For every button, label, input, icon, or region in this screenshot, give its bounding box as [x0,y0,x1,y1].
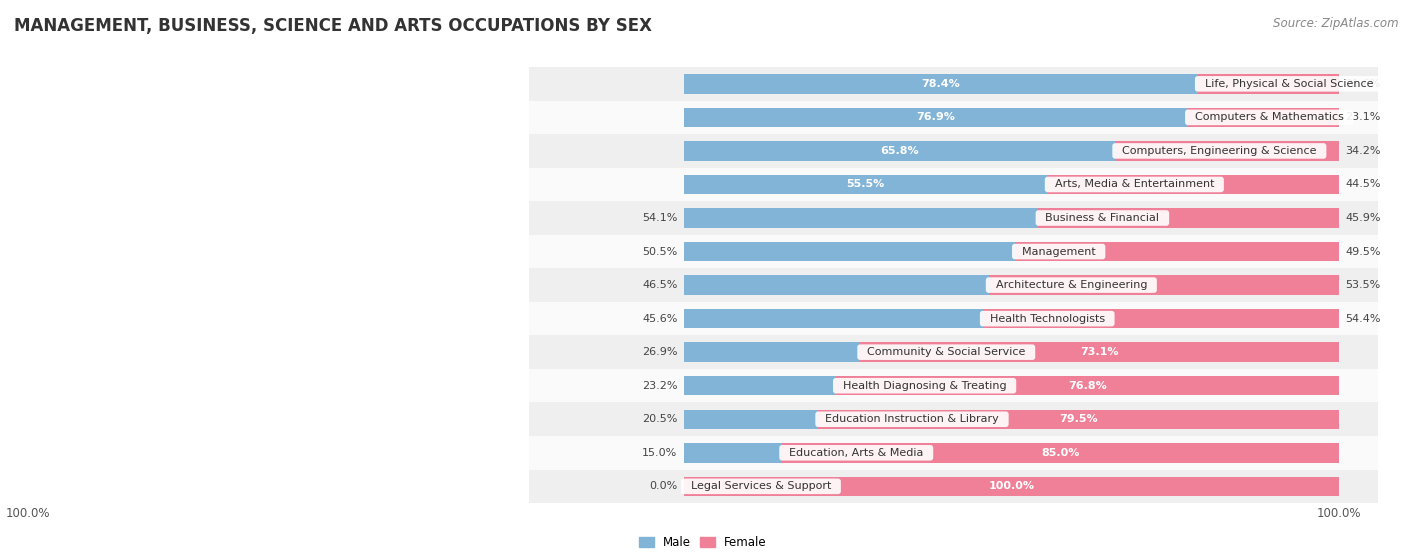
Bar [683,74,1198,93]
Bar [683,410,818,429]
Text: Architecture & Engineering: Architecture & Engineering [988,280,1154,290]
Text: 78.4%: 78.4% [921,79,960,89]
Bar [530,235,1378,268]
Text: 55.5%: 55.5% [846,179,884,190]
Text: Arts, Media & Entertainment: Arts, Media & Entertainment [1047,179,1220,190]
Text: Computers & Mathematics: Computers & Mathematics [1188,112,1351,122]
Text: 79.5%: 79.5% [1059,414,1098,424]
Text: 34.2%: 34.2% [1346,146,1381,156]
Bar [683,108,1188,127]
Bar [1039,209,1340,228]
Text: Life, Physical & Social Science: Life, Physical & Social Science [1198,79,1381,89]
Bar [1015,242,1340,261]
Text: 46.5%: 46.5% [643,280,678,290]
Bar [683,276,988,295]
Text: Management: Management [1015,247,1102,257]
Text: 23.1%: 23.1% [1346,112,1381,122]
Text: 54.1%: 54.1% [643,213,678,223]
Text: 73.1%: 73.1% [1080,347,1119,357]
Bar [683,309,983,328]
Bar [683,141,1115,160]
Text: Source: ZipAtlas.com: Source: ZipAtlas.com [1274,17,1399,30]
Text: 100.0%: 100.0% [988,481,1035,491]
Bar [530,201,1378,235]
Bar [530,335,1378,369]
Text: 65.8%: 65.8% [880,146,918,156]
Text: Education, Arts & Media: Education, Arts & Media [782,448,931,458]
Bar [530,369,1378,402]
Text: 15.0%: 15.0% [643,448,678,458]
Text: 50.5%: 50.5% [643,247,678,257]
Text: 54.4%: 54.4% [1346,314,1381,324]
Text: 45.9%: 45.9% [1346,213,1381,223]
Bar [683,242,1015,261]
Text: 85.0%: 85.0% [1042,448,1080,458]
Text: 26.9%: 26.9% [643,347,678,357]
Bar [1115,141,1340,160]
Text: 0.0%: 0.0% [650,481,678,491]
Text: 21.6%: 21.6% [1346,79,1381,89]
Text: Health Diagnosing & Treating: Health Diagnosing & Treating [835,381,1014,391]
Bar [530,168,1378,201]
Bar [818,410,1340,429]
Bar [683,343,860,362]
Text: Community & Social Service: Community & Social Service [860,347,1032,357]
Text: Computers, Engineering & Science: Computers, Engineering & Science [1115,146,1323,156]
Bar [530,402,1378,436]
Text: 45.6%: 45.6% [643,314,678,324]
Text: 53.5%: 53.5% [1346,280,1381,290]
Bar [983,309,1340,328]
Bar [782,443,1340,462]
Text: Education Instruction & Library: Education Instruction & Library [818,414,1005,424]
Bar [683,443,782,462]
Bar [530,67,1378,101]
Bar [860,343,1340,362]
Bar [1047,175,1340,194]
Legend: Male, Female: Male, Female [634,532,772,554]
Text: 76.9%: 76.9% [917,112,955,122]
Text: 76.8%: 76.8% [1069,381,1107,391]
Bar [683,376,835,395]
Bar [683,477,1340,496]
Text: Health Technologists: Health Technologists [983,314,1112,324]
Text: Legal Services & Support: Legal Services & Support [683,481,838,491]
Bar [530,101,1378,134]
Bar [530,134,1378,168]
Bar [1198,74,1340,93]
Bar [988,276,1340,295]
Bar [1188,108,1340,127]
Text: MANAGEMENT, BUSINESS, SCIENCE AND ARTS OCCUPATIONS BY SEX: MANAGEMENT, BUSINESS, SCIENCE AND ARTS O… [14,17,652,35]
Bar [683,209,1039,228]
Bar [530,302,1378,335]
Bar [683,175,1047,194]
Bar [835,376,1340,395]
Text: 23.2%: 23.2% [643,381,678,391]
Bar [530,268,1378,302]
Bar [530,470,1378,503]
Bar [530,436,1378,470]
Text: 20.5%: 20.5% [643,414,678,424]
Text: Business & Financial: Business & Financial [1039,213,1167,223]
Text: 44.5%: 44.5% [1346,179,1381,190]
Text: 49.5%: 49.5% [1346,247,1381,257]
